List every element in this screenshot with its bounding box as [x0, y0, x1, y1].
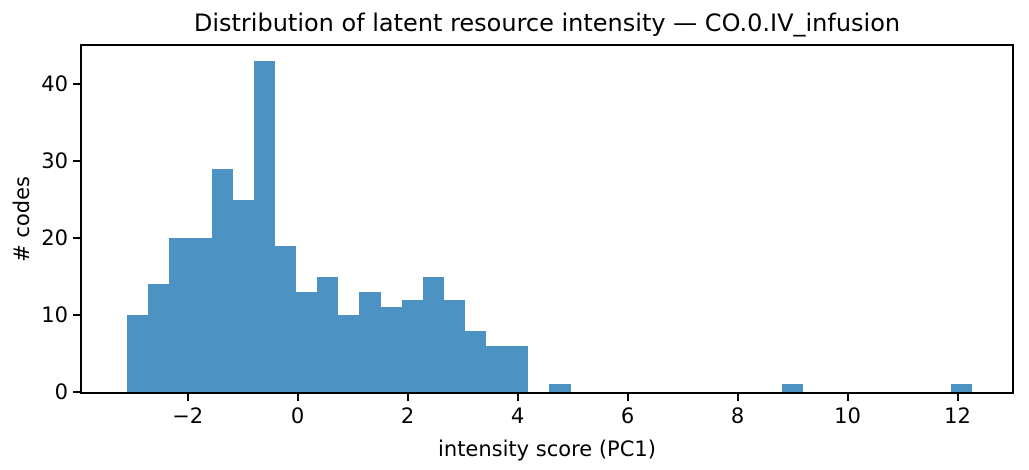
y-tick-mark — [73, 391, 80, 393]
x-tick-label: 12 — [944, 404, 971, 428]
x-tick-label: 10 — [834, 404, 861, 428]
x-tick-mark — [736, 394, 739, 401]
x-tick-label: 0 — [290, 404, 305, 428]
chart-title: Distribution of latent resource intensit… — [193, 9, 901, 37]
histogram-bar — [464, 330, 487, 392]
x-tick-mark — [846, 394, 849, 401]
histogram-bar — [422, 276, 444, 392]
histogram-bar — [296, 292, 318, 392]
y-tick-label: 20 — [41, 226, 68, 251]
histogram-bar — [127, 315, 149, 392]
histogram-bar — [549, 384, 571, 392]
y-tick-label: 0 — [54, 380, 68, 404]
y-tick-mark — [73, 314, 80, 317]
x-tick-label: 6 — [620, 404, 635, 428]
x-tick-mark — [296, 394, 299, 401]
y-tick-mark — [73, 160, 80, 163]
x-axis-label: intensity score (PC1) — [438, 437, 656, 461]
x-tick-label: −2 — [172, 404, 204, 428]
histogram-bar — [190, 238, 212, 392]
y-tick-mark — [73, 237, 80, 240]
histogram-bar — [781, 384, 803, 392]
x-tick-label: 2 — [400, 404, 415, 428]
plot-area — [80, 44, 1014, 394]
histogram-bar — [486, 345, 508, 392]
x-tick-mark — [186, 394, 189, 401]
histogram-bar — [401, 299, 423, 392]
x-tick-mark — [956, 394, 959, 401]
histogram-bar — [443, 299, 465, 392]
x-tick-label: 8 — [730, 404, 745, 428]
histogram-bar — [148, 284, 170, 392]
histogram-bar — [211, 169, 233, 392]
y-tick-label: 30 — [41, 149, 68, 174]
x-tick-mark — [626, 394, 629, 401]
x-tick-label: 4 — [510, 404, 525, 428]
x-tick-mark — [516, 394, 519, 401]
histogram-bar — [359, 292, 381, 392]
y-tick-mark — [73, 83, 80, 86]
histogram-bar — [507, 345, 529, 392]
y-tick-label: 10 — [41, 303, 68, 328]
histogram-bar — [950, 384, 972, 392]
histogram-bar — [232, 199, 254, 392]
y-tick-label: 40 — [41, 72, 68, 97]
histogram-bar — [317, 276, 339, 392]
histogram-bar — [274, 245, 297, 392]
histogram-bar — [253, 61, 275, 392]
histogram-bar — [380, 307, 402, 392]
x-tick-mark — [406, 394, 409, 401]
histogram-bar — [169, 238, 191, 392]
histogram-bar — [338, 315, 360, 392]
